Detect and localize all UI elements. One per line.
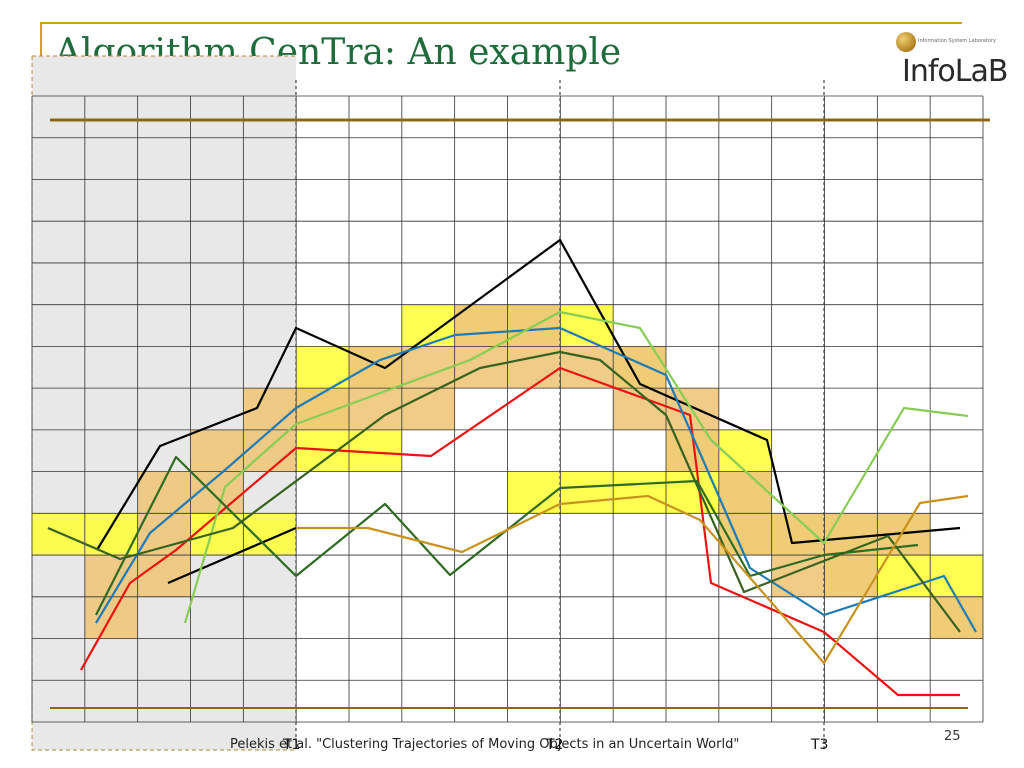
yellow-cell	[507, 471, 561, 514]
infolab-logo: Information System Laboratory InfoLaB	[892, 28, 1008, 98]
yellow-cell	[718, 429, 772, 472]
trajectories	[47, 238, 977, 697]
orange-cell	[84, 555, 138, 597]
page-number: 25	[944, 729, 961, 744]
orange-cell	[296, 388, 349, 430]
orange-cell	[401, 388, 455, 430]
time-label-t1: T1	[283, 737, 301, 753]
logo-tagline: Information System Laboratory	[918, 38, 997, 44]
horizontal-rules	[50, 118, 990, 709]
yellow-cell	[32, 513, 85, 556]
time-dividers	[295, 80, 825, 752]
logo-globe-icon	[896, 32, 916, 52]
orange-cell	[243, 388, 297, 430]
top-accent-line	[40, 22, 962, 24]
trajectory-line-2	[167, 526, 297, 585]
time-label-t3: T3	[811, 737, 829, 753]
orange-cell	[824, 513, 878, 556]
trajectory-line-5	[183, 310, 969, 624]
yellow-cell	[930, 555, 983, 597]
citation-footer: Pelekis et al. "Clustering Trajectories …	[230, 737, 740, 752]
trajectory-line-8	[296, 494, 969, 665]
logo-wordmark: InfoLaB	[902, 54, 1008, 89]
orange-cell	[718, 471, 772, 514]
yellow-cell	[613, 471, 666, 514]
yellow-cell	[243, 513, 297, 556]
trajectory-line-4	[95, 326, 977, 633]
orange-cell	[243, 429, 297, 472]
trajectory-line-1	[96, 238, 961, 551]
time-label-t2: T2	[546, 737, 564, 753]
trajectory-line-7	[47, 350, 961, 633]
yellow-cell	[296, 346, 349, 389]
orange-cell	[349, 346, 402, 389]
trajectory-line-3	[80, 366, 960, 697]
orange-cell	[824, 555, 878, 597]
orange-cell	[137, 513, 191, 556]
yellow-cell	[190, 513, 244, 556]
yellow-cell	[560, 471, 614, 514]
grid	[31, 95, 984, 723]
highlighted-cells	[32, 304, 983, 639]
yellow-cell	[401, 304, 455, 347]
orange-cell	[190, 429, 244, 472]
